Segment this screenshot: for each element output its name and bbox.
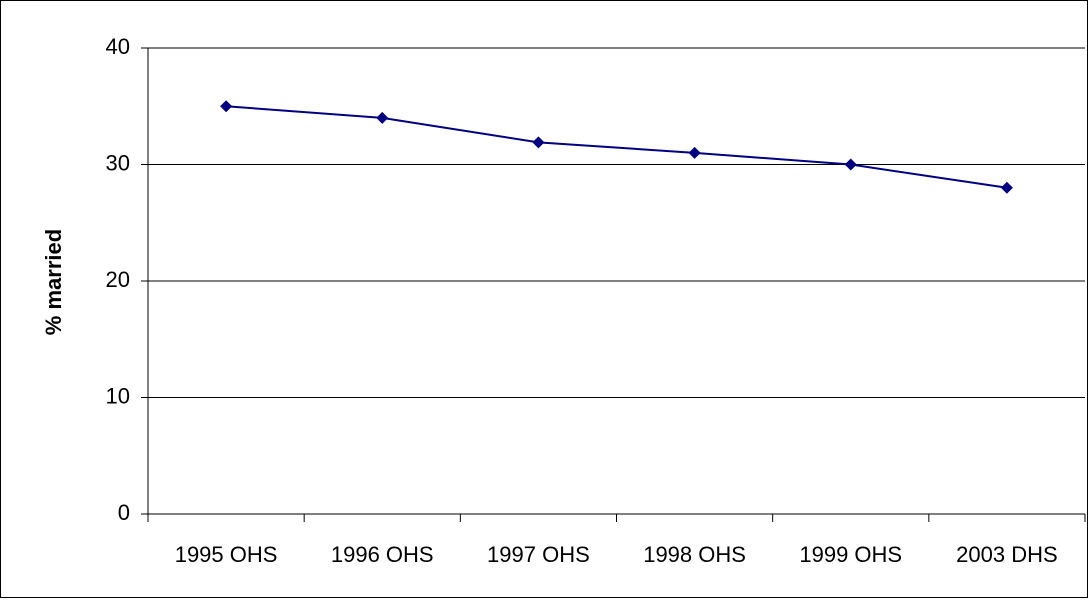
marker — [220, 100, 233, 113]
marker — [1000, 181, 1013, 194]
x-tick-label: 1996 OHS — [331, 542, 434, 567]
y-tick-label: 0 — [118, 500, 130, 525]
x-tick-label: 1997 OHS — [487, 542, 590, 567]
data-line — [226, 105, 1008, 189]
marker — [688, 146, 701, 159]
marker — [844, 158, 857, 171]
marker — [376, 111, 389, 124]
y-tick-label: 10 — [106, 383, 130, 408]
x-tick-label: 1999 OHS — [799, 542, 902, 567]
y-tick-label: 30 — [106, 150, 130, 175]
marker — [532, 136, 545, 149]
x-tick-label: 2003 DHS — [956, 542, 1058, 567]
y-axis-label: % married — [41, 229, 66, 335]
y-tick-label: 40 — [106, 34, 130, 59]
x-tick-label: 1998 OHS — [643, 542, 746, 567]
y-tick-label: 20 — [106, 267, 130, 292]
x-tick-label: 1995 OHS — [175, 542, 278, 567]
